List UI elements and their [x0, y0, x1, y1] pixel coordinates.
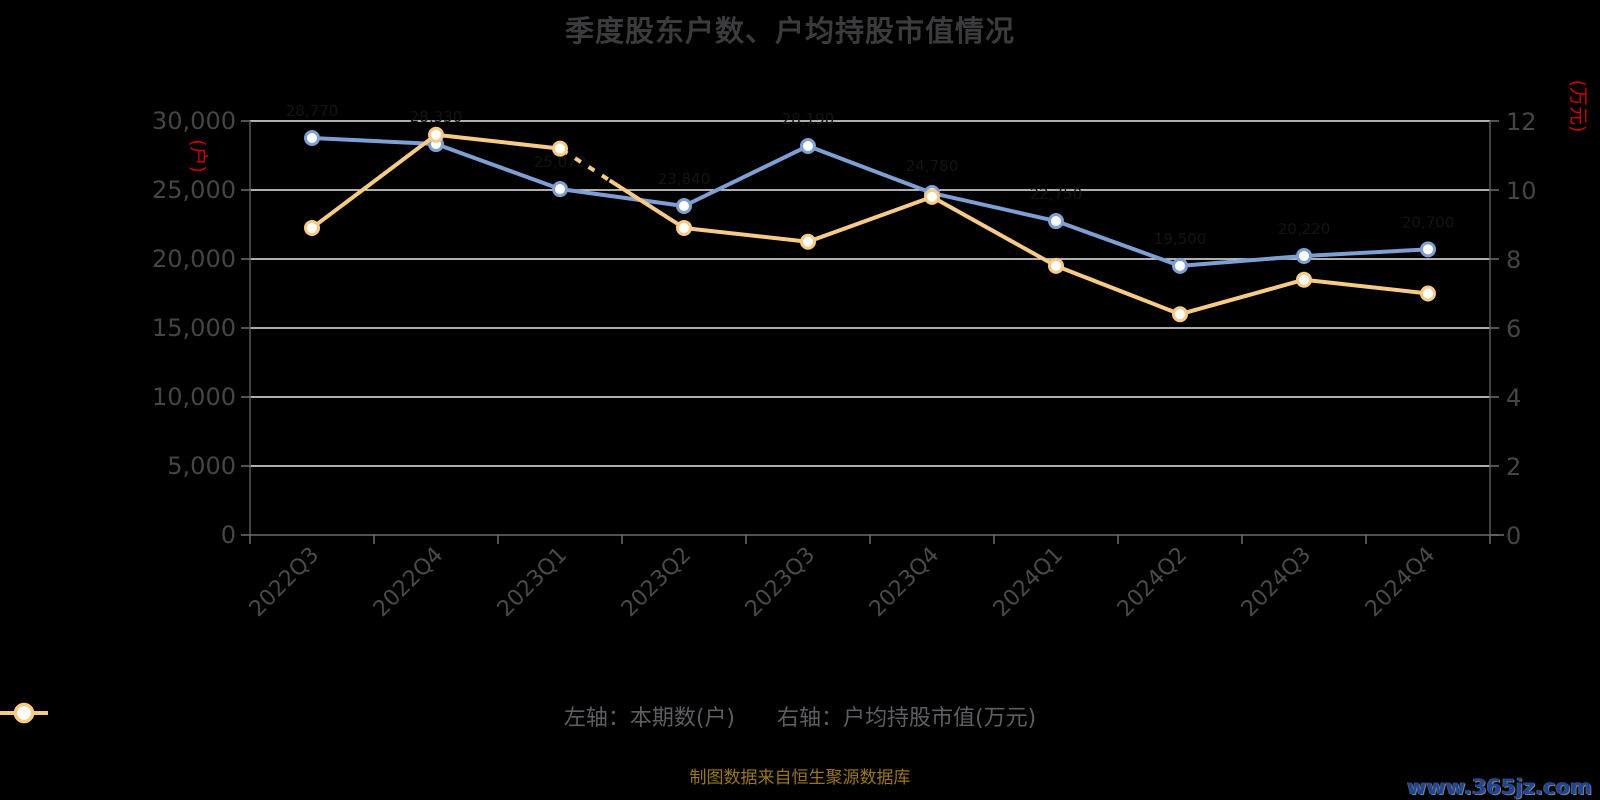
data-point-left-2024Q2[interactable]: [1172, 257, 1188, 274]
data-point-left-2024Q4[interactable]: [1420, 241, 1436, 258]
series-line-left: [310, 135, 1430, 268]
right-axis-unit-label: (万元): [1567, 80, 1589, 133]
x-axis-label: 2024Q1: [989, 543, 1068, 622]
x-axis-label: 2022Q4: [369, 543, 448, 622]
x-axis-label: 2024Q4: [1361, 543, 1440, 622]
data-point-right-2023Q2[interactable]: [676, 219, 692, 236]
x-axis-label: 2023Q2: [617, 543, 696, 622]
data-point-left-2024Q3[interactable]: [1296, 247, 1312, 264]
legend-item-right-series[interactable]: 右轴：户均持股市值(万元): [0, 700, 1037, 732]
right-axis-tick-label: 0: [1506, 522, 1521, 550]
x-axis-label: 2023Q3: [741, 543, 820, 622]
data-point-left-2023Q1[interactable]: [552, 181, 568, 198]
left-axis-tick-label: 30,000: [152, 107, 236, 135]
watermark-link[interactable]: www.365jz.com: [1407, 775, 1592, 799]
data-point-right-2024Q3[interactable]: [1296, 271, 1312, 288]
data-point-label: 28,190: [782, 110, 835, 128]
right-axis-tick-label: 12: [1506, 108, 1537, 136]
data-point-left-2024Q1[interactable]: [1048, 213, 1064, 230]
dashed-overlay-segment: [566, 151, 611, 183]
left-axis-tick-label: 25,000: [152, 176, 236, 204]
data-point-right-2023Q4[interactable]: [924, 188, 940, 205]
data-point-right-2022Q3[interactable]: [304, 219, 320, 236]
data-point-left-2023Q2[interactable]: [676, 198, 692, 215]
x-axis-label: 2024Q2: [1113, 543, 1192, 622]
data-point-label: 20,700: [1402, 213, 1455, 231]
left-axis-unit-label: (户): [187, 139, 209, 173]
right-axis-tick-label: 4: [1506, 384, 1521, 412]
left-axis-tick-label: 5,000: [167, 452, 236, 480]
data-point-label: 22,750: [1030, 185, 1083, 203]
right-axis-tick-label: 10: [1506, 177, 1537, 205]
right-axis-tick-label: 2: [1506, 453, 1521, 481]
data-point-right-2024Q4[interactable]: [1420, 285, 1436, 302]
data-source-note: 制图数据来自恒生聚源数据库: [689, 768, 911, 788]
data-point-label: 20,220: [1278, 220, 1331, 238]
chart-title: 季度股东户数、户均持股市值情况: [564, 14, 1015, 48]
data-point-label: 28,330: [410, 108, 463, 126]
x-axis-label: 2023Q1: [493, 543, 572, 622]
data-point-right-2023Q1[interactable]: [552, 140, 568, 157]
x-axis-label: 2022Q3: [245, 543, 324, 622]
data-point-label: 28,770: [286, 102, 339, 120]
series-line-right: [310, 132, 1430, 317]
left-axis-tick-label: 10,000: [152, 383, 236, 411]
data-point-label: 24,780: [906, 157, 959, 175]
data-point-left-2022Q3[interactable]: [304, 129, 320, 146]
legend-marker-orange-icon: [0, 702, 48, 724]
data-point-right-2024Q1[interactable]: [1048, 257, 1064, 274]
left-axis-tick-label: 20,000: [152, 245, 236, 273]
data-point-label: 23,840: [658, 170, 711, 188]
data-point-right-2022Q4[interactable]: [428, 126, 444, 143]
left-axis-tick-label: 0: [221, 521, 236, 549]
x-axis-label: 2024Q3: [1237, 543, 1316, 622]
left-axis-tick-label: 15,000: [152, 314, 236, 342]
data-point-right-2024Q2[interactable]: [1172, 306, 1188, 323]
legend: 左轴：本期数(户) 右轴：户均持股市值(万元): [0, 700, 1600, 732]
data-point-right-2023Q3[interactable]: [800, 233, 816, 250]
right-axis-tick-label: 8: [1506, 246, 1521, 274]
data-point-left-2023Q3[interactable]: [800, 137, 816, 154]
right-axis-tick-label: 6: [1506, 315, 1521, 343]
x-axis-label: 2023Q4: [865, 543, 944, 622]
legend-label-right-series: 右轴：户均持股市值(万元): [777, 706, 1037, 731]
legend-label-left-series: 左轴：本期数(户): [563, 706, 735, 731]
legend-item-left-series[interactable]: 左轴：本期数(户): [0, 700, 735, 732]
data-point-label: 19,500: [1154, 230, 1207, 248]
